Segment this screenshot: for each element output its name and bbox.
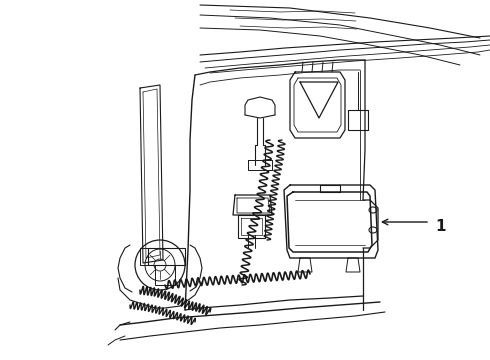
Ellipse shape [369,207,377,213]
Ellipse shape [135,240,185,290]
Ellipse shape [145,249,175,281]
Text: 1: 1 [435,219,445,234]
Ellipse shape [154,259,166,271]
Ellipse shape [369,227,377,233]
